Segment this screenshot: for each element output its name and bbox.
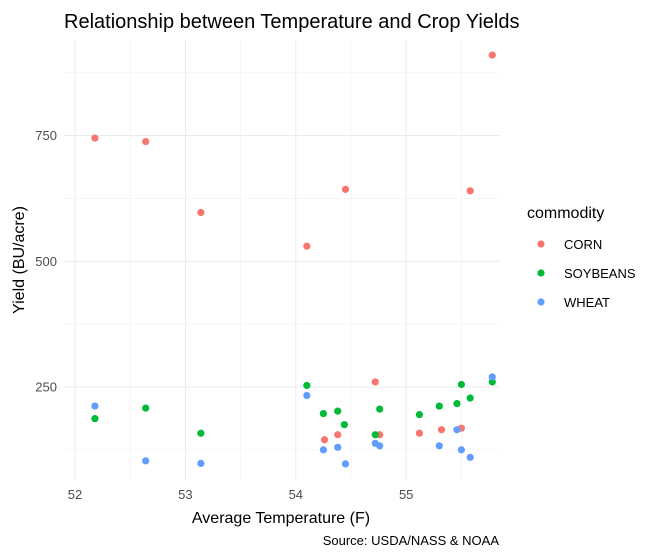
x-tick-label: 54: [289, 487, 303, 502]
data-point-wheat: [334, 443, 342, 451]
x-tick-label: 53: [178, 487, 192, 502]
y-tick-label: 500: [35, 254, 57, 269]
data-point-wheat: [435, 442, 443, 450]
data-point-soybeans: [435, 402, 443, 410]
data-point-soybeans: [340, 421, 348, 429]
data-point-soybeans: [453, 399, 461, 408]
data-point-corn: [197, 208, 205, 217]
data-point-corn: [371, 378, 379, 386]
data-point-soybeans: [415, 411, 424, 419]
data-point-wheat: [142, 457, 150, 465]
data-point-soybeans: [319, 410, 327, 418]
legend-title: commodity: [527, 205, 604, 222]
data-point-corn: [437, 426, 446, 434]
x-axis-title: Average Temperature (F): [192, 510, 370, 527]
data-point-wheat: [488, 373, 496, 381]
data-point-corn: [341, 185, 350, 193]
data-point-soybeans: [197, 429, 205, 437]
data-point-soybeans: [303, 381, 311, 390]
data-point-soybeans: [371, 431, 379, 439]
legend-key-wheat: [537, 298, 545, 306]
data-point-wheat: [376, 442, 384, 450]
legend-label-soybeans: SOYBEANS: [564, 266, 636, 281]
legend-key-corn: [537, 240, 545, 248]
x-axis-ticks: 52 53 54 55: [68, 487, 414, 502]
data-point-wheat: [319, 446, 327, 454]
data-point-wheat: [303, 391, 311, 400]
legend-label-wheat: WHEAT: [564, 295, 610, 310]
data-point-wheat: [341, 460, 350, 468]
x-tick-label: 55: [399, 487, 413, 502]
data-point-wheat: [91, 402, 99, 410]
y-axis-ticks: 250 500 750: [35, 128, 57, 394]
chart-title: Relationship between Temperature and Cro…: [64, 11, 519, 33]
data-point-corn: [142, 137, 150, 146]
data-point-soybeans: [488, 378, 496, 386]
legend: commodity CORN SOYBEANS WHEAT: [527, 205, 636, 310]
x-tick-label: 52: [68, 487, 82, 502]
data-point-wheat: [466, 453, 474, 461]
chart-caption: Source: USDA/NASS & NOAA: [323, 533, 500, 548]
y-axis-title: Yield (BU/acre): [11, 206, 28, 314]
y-tick-label: 750: [35, 128, 57, 143]
data-point-corn: [415, 429, 424, 437]
data-point-corn: [488, 51, 496, 59]
legend-key-soybeans: [537, 269, 545, 277]
data-point-soybeans: [142, 404, 150, 412]
y-tick-label: 250: [35, 379, 57, 394]
data-point-soybeans: [466, 394, 474, 402]
data-point-corn: [303, 242, 311, 250]
data-point-wheat: [453, 426, 461, 434]
data-point-wheat: [197, 459, 205, 468]
data-point-soybeans: [334, 407, 342, 415]
data-point-corn: [334, 431, 342, 439]
data-point-corn: [320, 436, 329, 444]
data-point-soybeans: [376, 405, 384, 413]
data-point-corn: [466, 187, 474, 195]
data-point-corn: [91, 134, 99, 142]
data-point-soybeans: [91, 415, 99, 423]
legend-label-corn: CORN: [564, 237, 602, 252]
grid: [64, 40, 500, 480]
data-points: [91, 51, 496, 468]
data-point-soybeans: [457, 380, 465, 389]
data-point-wheat: [457, 446, 465, 454]
